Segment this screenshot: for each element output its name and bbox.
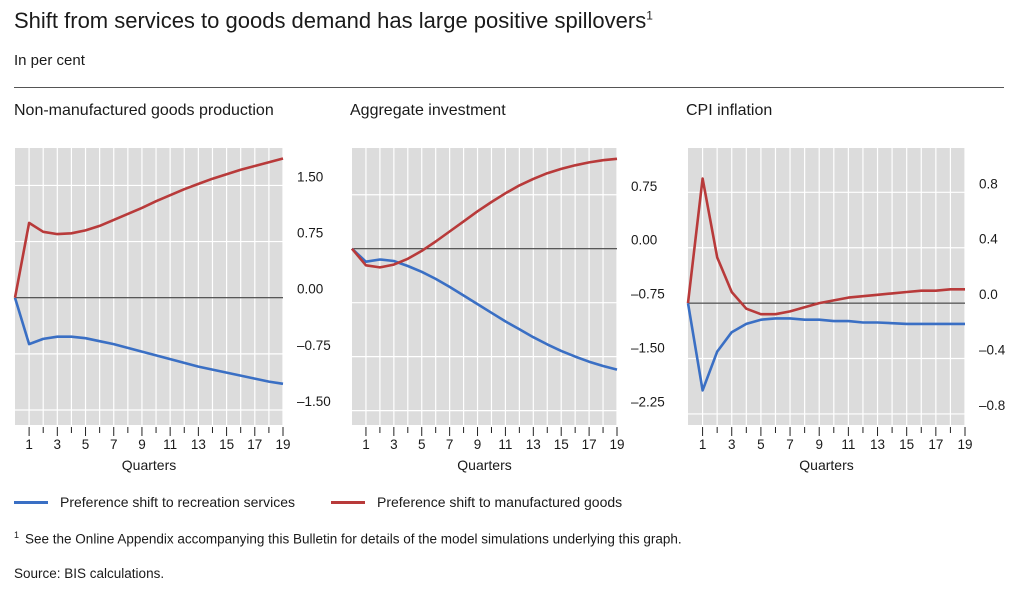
x-tick-label-cpi: 13: [870, 437, 885, 452]
legend-item-manufactured: Preference shift to manufactured goods: [331, 494, 622, 510]
footnote: 1 See the Online Appendix accompanying th…: [14, 530, 682, 547]
x-tick-label-investment: 3: [390, 437, 398, 452]
series-line-manufactured-cpi: [686, 177, 965, 316]
panel-title-investment: Aggregate investment: [350, 102, 506, 119]
x-tick-label-cpi: 19: [957, 437, 972, 452]
x-tick-label-cpi: 11: [841, 437, 855, 452]
x-tick-label-investment: 11: [498, 437, 512, 452]
chart-title: Shift from services to goods demand has …: [14, 8, 653, 34]
y-tick-label-cpi: 0.4: [979, 232, 998, 247]
footnote-marker: 1: [14, 530, 20, 540]
x-tick-label-investment: 19: [609, 437, 624, 452]
header-divider: [14, 87, 1004, 88]
legend: Preference shift to recreation services …: [14, 494, 658, 510]
x-tick-label-cpi: 9: [815, 437, 823, 452]
y-tick-label-production: –0.75: [297, 338, 331, 353]
panel-title-production: Non-manufactured goods production: [14, 102, 274, 119]
panel-title-cpi: CPI inflation: [686, 102, 773, 119]
x-tick-label-investment: 9: [474, 437, 482, 452]
chart-subtitle: In per cent: [14, 52, 85, 69]
x-tick-label-investment: 13: [526, 437, 541, 452]
x-tick-label-cpi: 5: [757, 437, 765, 452]
legend-label-manufactured: Preference shift to manufactured goods: [377, 494, 623, 510]
series-line-manufactured-investment: [351, 157, 618, 269]
x-tick-label-investment: 17: [582, 437, 597, 452]
legend-item-recreation: Preference shift to recreation services: [14, 494, 295, 510]
x-axis-label-investment: Quarters: [457, 457, 511, 473]
plot-area-cpi: [688, 148, 965, 425]
x-tick-label-investment: 7: [446, 437, 454, 452]
series-line-recreation-investment: [351, 247, 618, 371]
y-tick-label-investment: 0.75: [631, 179, 657, 194]
x-tick-label-production: 5: [82, 437, 90, 452]
y-tick-label-cpi: –0.8: [979, 398, 1005, 413]
footnote-text: See the Online Appendix accompanying thi…: [25, 531, 682, 547]
series-line-recreation-cpi: [686, 302, 965, 392]
y-tick-label-investment: –2.25: [631, 395, 665, 410]
chart-title-text: Shift from services to goods demand has …: [14, 8, 647, 33]
legend-swatch-manufactured: [331, 500, 365, 504]
legend-swatch-recreation: [14, 500, 48, 504]
x-tick-label-production: 7: [110, 437, 118, 452]
y-tick-label-production: 0.00: [297, 282, 323, 297]
x-tick-label-cpi: 17: [928, 437, 943, 452]
x-tick-label-cpi: 7: [786, 437, 794, 452]
x-tick-label-production: 11: [163, 437, 177, 452]
y-tick-label-cpi: 0.0: [979, 287, 998, 302]
x-tick-label-cpi: 1: [699, 437, 707, 452]
title-footnote-marker: 1: [646, 8, 653, 23]
series-line-manufactured-production: [13, 157, 284, 298]
source-note: Source: BIS calculations.: [14, 566, 165, 581]
y-tick-label-investment: –0.75: [631, 287, 665, 302]
plot-area-production: [15, 148, 283, 425]
x-tick-label-investment: 1: [362, 437, 370, 452]
x-axis-label-production: Quarters: [122, 457, 176, 473]
x-axis-label-cpi: Quarters: [799, 457, 853, 473]
y-tick-label-production: 0.75: [297, 226, 323, 241]
plot-area-investment: [352, 148, 617, 425]
series-line-recreation-production: [13, 297, 284, 386]
x-tick-label-production: 19: [275, 437, 290, 452]
y-tick-label-investment: –1.50: [631, 341, 665, 356]
x-tick-label-production: 3: [54, 437, 62, 452]
y-tick-label-cpi: 0.8: [979, 176, 998, 191]
x-tick-label-investment: 5: [418, 437, 426, 452]
legend-label-recreation: Preference shift to recreation services: [60, 494, 295, 510]
charts-area: 1.500.750.00–0.75–1.501 3 5 7 9 11 13 15 17 19Qua…: [13, 148, 1006, 473]
x-tick-label-production: 13: [191, 437, 206, 452]
x-tick-label-production: 15: [219, 437, 234, 452]
x-tick-label-production: 17: [247, 437, 262, 452]
x-tick-label-cpi: 3: [728, 437, 736, 452]
x-tick-label-production: 1: [25, 437, 33, 452]
y-tick-label-cpi: –0.4: [979, 343, 1006, 358]
x-tick-label-production: 9: [138, 437, 146, 452]
x-tick-label-investment: 15: [554, 437, 569, 452]
x-tick-label-cpi: 15: [899, 437, 914, 452]
y-tick-label-investment: 0.00: [631, 233, 657, 248]
y-tick-label-production: –1.50: [297, 394, 331, 409]
y-tick-label-production: 1.50: [297, 169, 323, 184]
